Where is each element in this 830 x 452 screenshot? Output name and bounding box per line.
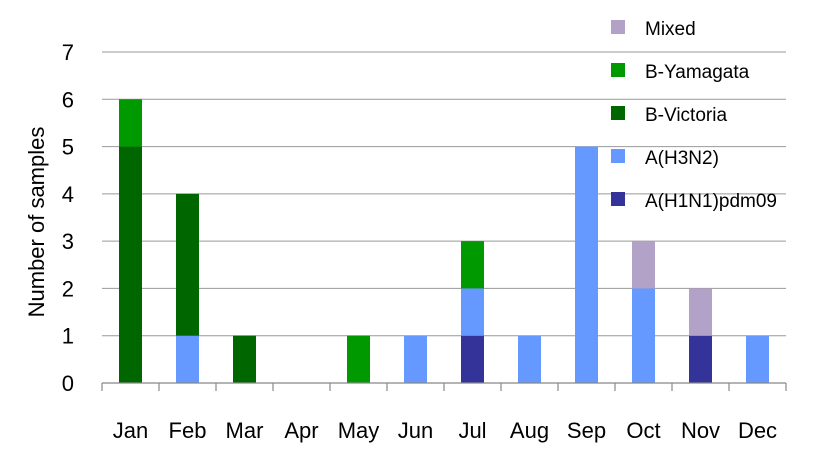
bar-segment bbox=[689, 288, 712, 336]
bar-segment bbox=[689, 335, 712, 383]
bar-segment bbox=[575, 146, 598, 383]
legend-swatch bbox=[611, 192, 625, 206]
bar-segment bbox=[461, 335, 484, 383]
bar-segment bbox=[404, 335, 427, 383]
bar-segment bbox=[233, 335, 256, 383]
bar-segment bbox=[461, 241, 484, 289]
y-tick-label: 7 bbox=[62, 40, 74, 65]
bar-segment bbox=[746, 335, 769, 383]
x-tick-label: Mar bbox=[226, 418, 264, 443]
y-tick-label: 4 bbox=[62, 182, 74, 207]
x-tick-label: Jan bbox=[113, 418, 148, 443]
legend-label: Mixed bbox=[645, 19, 696, 40]
x-tick-label: Aug bbox=[510, 418, 549, 443]
x-tick-labels: Jan Feb Mar Apr May Jun Jul Aug Sep Oct Nov Dec bbox=[113, 418, 777, 443]
y-tick-labels: 0 1 2 3 4 5 6 7 bbox=[62, 40, 74, 396]
x-tick-label: Feb bbox=[169, 418, 207, 443]
axes bbox=[101, 382, 787, 391]
bar-segment bbox=[518, 335, 541, 383]
bar-segment bbox=[119, 99, 142, 147]
legend-swatch bbox=[611, 149, 625, 163]
y-tick-label: 6 bbox=[62, 87, 74, 112]
x-tick-label: Nov bbox=[681, 418, 720, 443]
gridlines bbox=[102, 51, 786, 337]
legend-swatch bbox=[611, 20, 625, 34]
legend-swatch bbox=[611, 106, 625, 120]
legend-label: B-Yamagata bbox=[645, 62, 750, 83]
y-tick-label: 3 bbox=[62, 229, 74, 254]
y-tick-label: 5 bbox=[62, 135, 74, 160]
legend-label: A(H3N2) bbox=[645, 148, 719, 169]
bar-segment bbox=[461, 288, 484, 336]
legend-label: A(H1N1)pdm09 bbox=[645, 191, 777, 212]
legend: Mixed B-Yamagata B-Victoria A(H3N2) A(H1N1)p… bbox=[611, 19, 777, 212]
bar-segment bbox=[347, 335, 370, 383]
x-tick-label: Sep bbox=[567, 418, 606, 443]
x-tick-label: Apr bbox=[284, 418, 318, 443]
bar-segment bbox=[176, 335, 199, 383]
y-tick-label: 2 bbox=[62, 276, 74, 301]
x-tick-label: Oct bbox=[626, 418, 660, 443]
bar-segment bbox=[119, 146, 142, 383]
bar-segment bbox=[632, 241, 655, 289]
x-tick-label: Jul bbox=[458, 418, 486, 443]
bar-segment bbox=[632, 288, 655, 383]
legend-label: B-Victoria bbox=[645, 105, 727, 126]
y-tick-label: 0 bbox=[62, 371, 74, 396]
y-tick-label: 1 bbox=[62, 324, 74, 349]
legend-swatch bbox=[611, 63, 625, 77]
x-tick-label: Dec bbox=[738, 418, 777, 443]
bar-segment bbox=[176, 193, 199, 336]
bars bbox=[119, 99, 769, 383]
x-tick-label: Jun bbox=[398, 418, 433, 443]
y-axis-label: Number of samples bbox=[24, 127, 49, 318]
x-tick-label: May bbox=[338, 418, 380, 443]
